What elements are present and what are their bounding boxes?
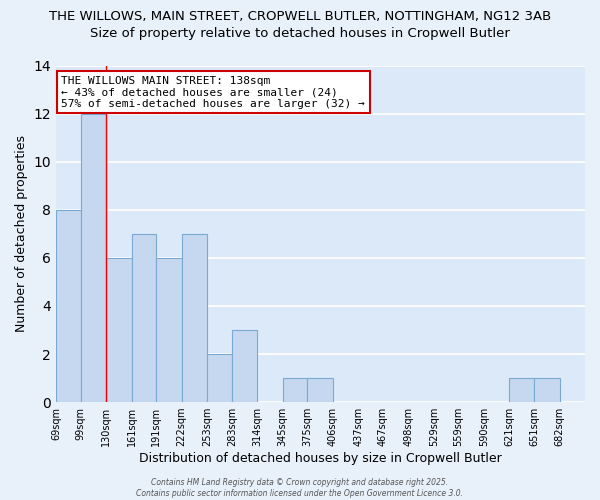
Bar — [182, 234, 207, 402]
Bar — [509, 378, 534, 402]
Y-axis label: Number of detached properties: Number of detached properties — [15, 136, 28, 332]
Bar — [307, 378, 333, 402]
Bar — [232, 330, 257, 402]
Bar — [131, 234, 156, 402]
Bar — [283, 378, 307, 402]
Bar — [56, 210, 80, 402]
Bar — [80, 114, 106, 402]
Bar — [534, 378, 560, 402]
Bar — [106, 258, 131, 402]
X-axis label: Distribution of detached houses by size in Cropwell Butler: Distribution of detached houses by size … — [139, 452, 502, 465]
Text: THE WILLOWS MAIN STREET: 138sqm
← 43% of detached houses are smaller (24)
57% of: THE WILLOWS MAIN STREET: 138sqm ← 43% of… — [61, 76, 365, 109]
Bar — [207, 354, 232, 402]
Text: THE WILLOWS, MAIN STREET, CROPWELL BUTLER, NOTTINGHAM, NG12 3AB: THE WILLOWS, MAIN STREET, CROPWELL BUTLE… — [49, 10, 551, 23]
Bar — [156, 258, 182, 402]
Text: Size of property relative to detached houses in Cropwell Butler: Size of property relative to detached ho… — [90, 28, 510, 40]
Text: Contains HM Land Registry data © Crown copyright and database right 2025.
Contai: Contains HM Land Registry data © Crown c… — [137, 478, 464, 498]
